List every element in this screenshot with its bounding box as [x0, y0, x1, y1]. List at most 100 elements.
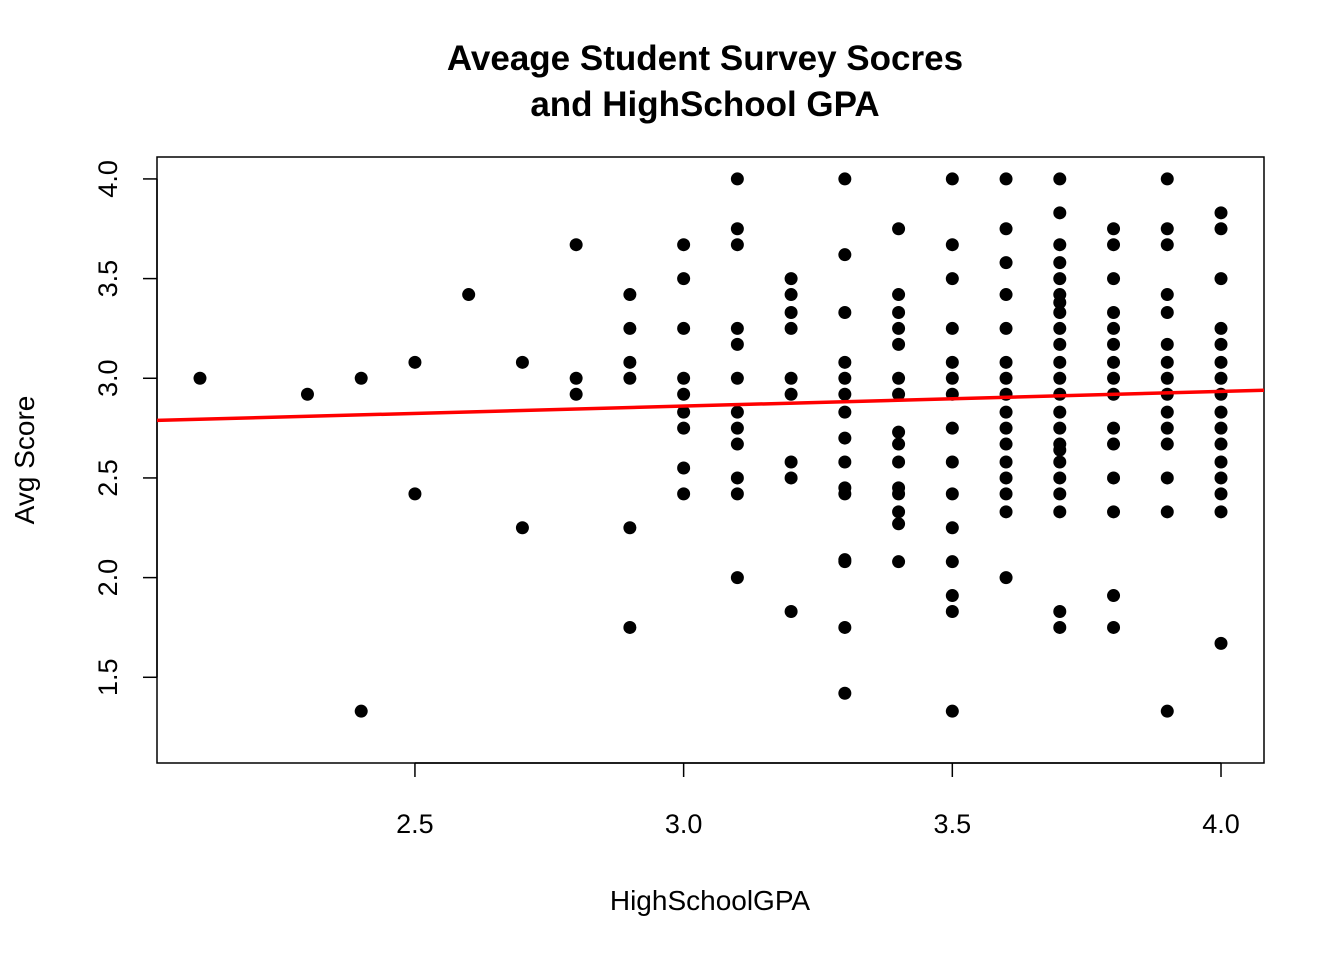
data-point [569, 387, 583, 401]
data-point [1053, 256, 1067, 270]
data-point [999, 172, 1013, 186]
data-point [515, 355, 529, 369]
data-point [1053, 405, 1067, 419]
data-point [784, 605, 798, 618]
data-point [1107, 305, 1121, 319]
data-point [623, 288, 637, 302]
data-point [999, 571, 1013, 585]
data-point [1214, 455, 1228, 469]
data-point [1160, 222, 1174, 236]
data-point [999, 487, 1013, 501]
data-point [999, 421, 1013, 435]
data-point [1214, 222, 1228, 236]
data-point [1053, 337, 1067, 351]
data-point [1107, 321, 1121, 335]
data-point [945, 589, 959, 603]
data-point [1053, 272, 1067, 286]
data-point [1160, 505, 1174, 519]
data-point [1053, 455, 1067, 469]
data-point [730, 405, 744, 419]
data-point [1160, 421, 1174, 435]
data-point [945, 272, 959, 286]
data-point [1053, 371, 1067, 385]
data-point [1053, 605, 1067, 618]
data-point [1160, 238, 1174, 252]
data-point [945, 605, 959, 618]
data-point [892, 517, 906, 531]
data-point [999, 455, 1013, 469]
data-point [1053, 421, 1067, 435]
data-point [1160, 172, 1174, 186]
data-point [623, 521, 637, 535]
data-point [1160, 355, 1174, 369]
data-point [1107, 337, 1121, 351]
data-point [892, 555, 906, 569]
data-point [1053, 471, 1067, 485]
data-point [945, 321, 959, 335]
data-point [730, 321, 744, 335]
data-point [1107, 471, 1121, 485]
data-point [945, 455, 959, 469]
data-point [1160, 371, 1174, 385]
x-tick-label: 2.5 [396, 809, 434, 839]
data-point [1107, 355, 1121, 369]
data-point [838, 455, 852, 469]
data-point [354, 704, 368, 718]
data-point [892, 387, 906, 401]
x-tick-label: 3.5 [934, 809, 972, 839]
data-point [838, 355, 852, 369]
data-point [838, 172, 852, 186]
data-point [1160, 471, 1174, 485]
data-point [1214, 421, 1228, 435]
data-point [1053, 296, 1067, 310]
data-point [677, 238, 691, 252]
data-point [677, 405, 691, 419]
data-point [838, 387, 852, 401]
data-point [838, 305, 852, 319]
y-tick-label: 3.5 [93, 260, 123, 298]
data-point [892, 337, 906, 351]
data-point [784, 321, 798, 335]
data-point [354, 371, 368, 385]
data-point [677, 421, 691, 435]
data-point [569, 371, 583, 385]
data-point [892, 505, 906, 519]
data-point [1214, 437, 1228, 451]
data-point [838, 487, 852, 501]
data-point [1053, 505, 1067, 519]
data-point [730, 172, 744, 186]
data-point [999, 288, 1013, 302]
data-point [1214, 321, 1228, 335]
data-point [999, 321, 1013, 335]
y-tick-label: 2.0 [93, 559, 123, 597]
data-point [408, 487, 422, 501]
data-point [892, 487, 906, 501]
data-point [1214, 272, 1228, 286]
data-point [838, 555, 852, 569]
data-point [1160, 288, 1174, 302]
data-point [1053, 305, 1067, 319]
data-point [1160, 704, 1174, 718]
data-point [1214, 337, 1228, 351]
data-point [945, 355, 959, 369]
data-point [838, 405, 852, 419]
data-point [730, 487, 744, 501]
regression-line-group [157, 388, 1264, 423]
data-point [677, 272, 691, 286]
x-axis-label: HighSchoolGPA [610, 885, 811, 916]
y-axis-label: Avg Score [9, 396, 40, 525]
data-point [1107, 222, 1121, 236]
data-point [1214, 505, 1228, 519]
x-tick-label: 3.0 [665, 809, 703, 839]
data-point [730, 437, 744, 451]
data-point [1053, 443, 1067, 457]
data-point [515, 521, 529, 535]
data-point [999, 471, 1013, 485]
data-point [892, 321, 906, 335]
data-point [677, 321, 691, 335]
data-point [677, 387, 691, 401]
data-point [1107, 371, 1121, 385]
data-point [1107, 437, 1121, 451]
data-point [784, 455, 798, 469]
